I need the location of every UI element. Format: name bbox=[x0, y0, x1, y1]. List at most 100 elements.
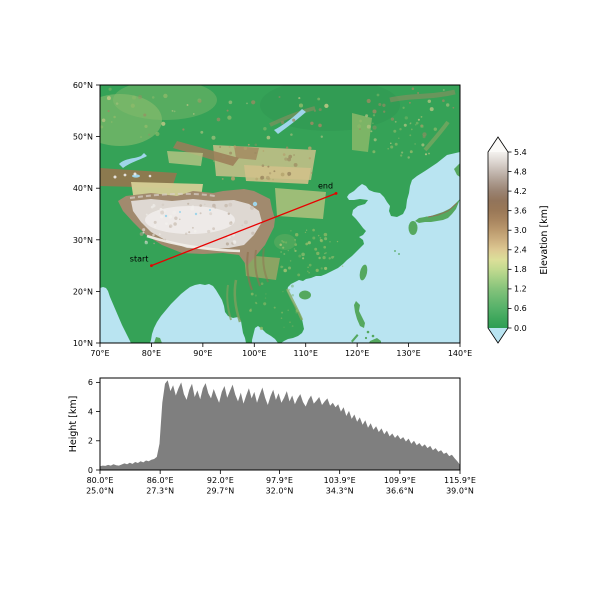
height-profile-plot bbox=[100, 380, 460, 470]
luzon-island bbox=[354, 301, 365, 328]
terrain-speckle bbox=[400, 154, 403, 157]
terrain-speckle bbox=[101, 118, 106, 123]
terrain-speckle bbox=[243, 220, 248, 225]
terrain-speckle bbox=[130, 103, 135, 108]
terrain-speckle bbox=[422, 132, 427, 137]
terrain-speckle bbox=[359, 128, 361, 130]
terrain-speckle bbox=[359, 119, 362, 123]
terrain-speckle bbox=[263, 127, 267, 131]
terrain-speckle bbox=[372, 122, 374, 125]
terrain-speckle bbox=[322, 255, 326, 260]
siberia-tint bbox=[113, 85, 217, 120]
profile-x-tick-label-lon: 115.9°E bbox=[444, 476, 476, 485]
japan-mountains bbox=[427, 202, 458, 218]
terrain-speckle bbox=[148, 133, 151, 136]
colorbar-label: Elevation [km] bbox=[539, 205, 550, 274]
terrain-speckle bbox=[421, 143, 425, 147]
plateau-lake bbox=[164, 214, 168, 218]
terrain-speckle bbox=[291, 293, 294, 297]
map-x-tick-label: 110°E bbox=[294, 349, 318, 358]
terrain-speckle bbox=[200, 130, 204, 134]
terrain-speckle bbox=[139, 232, 144, 236]
kunlun-range bbox=[129, 192, 216, 199]
shikoku-island bbox=[423, 216, 433, 222]
map-frame bbox=[99, 84, 461, 344]
profile-x-tick-label-lon: 80.0°E bbox=[87, 476, 114, 485]
terrain-speckle bbox=[254, 151, 257, 155]
terrain-speckle bbox=[281, 240, 283, 242]
terrain-speckle bbox=[307, 241, 311, 245]
terrain-speckle bbox=[188, 231, 191, 234]
terrain-speckle bbox=[273, 306, 276, 309]
kazakh-steppe bbox=[100, 94, 162, 146]
terrain-speckle bbox=[285, 241, 288, 244]
terrain-speckle bbox=[260, 282, 264, 286]
terrain-speckle bbox=[287, 309, 289, 312]
taiwan-island bbox=[359, 264, 368, 281]
terrain-speckle bbox=[250, 308, 252, 310]
terrain-speckle bbox=[163, 209, 167, 213]
terrain-speckle bbox=[197, 98, 202, 103]
terrain-speckle bbox=[402, 106, 405, 109]
terrain-speckle bbox=[138, 95, 143, 99]
snow-caps bbox=[113, 172, 152, 179]
lakes bbox=[119, 109, 306, 218]
terrain-speckle bbox=[199, 204, 203, 207]
plateau-lake bbox=[179, 211, 181, 213]
terrain-speckle bbox=[318, 123, 322, 128]
terrain-speckle bbox=[229, 221, 233, 226]
terrain-speckle bbox=[168, 215, 173, 219]
terrain-speckle bbox=[289, 260, 292, 262]
terrain-speckle bbox=[372, 109, 377, 114]
terrain-speckle bbox=[250, 292, 254, 296]
colorbar-tick-label: 1.2 bbox=[514, 285, 527, 294]
terrain-speckle bbox=[173, 110, 176, 113]
profile-x-tick-label-lat: 39.0°N bbox=[446, 487, 474, 496]
terrain-speckle bbox=[302, 257, 305, 260]
terrain-speckle bbox=[289, 289, 291, 291]
colorbar-tick-label: 0.6 bbox=[514, 304, 527, 313]
terrain-speckle bbox=[254, 143, 258, 147]
transect-overlay: start end bbox=[130, 181, 338, 267]
terrain-speckle bbox=[329, 241, 331, 243]
hokkaido-island bbox=[454, 163, 460, 177]
terrain-speckle bbox=[163, 93, 168, 99]
terrain-speckle bbox=[160, 215, 164, 219]
terrain-speckle bbox=[287, 290, 289, 293]
terrain-speckle bbox=[394, 120, 397, 123]
terrain-speckle bbox=[393, 129, 397, 133]
terrain-speckle bbox=[194, 230, 197, 233]
map-y-tick-label: 30°N bbox=[73, 236, 93, 245]
terrain-speckle bbox=[357, 124, 362, 129]
terrain-speckle bbox=[272, 178, 274, 181]
terrain-speckle bbox=[308, 272, 310, 274]
terrain-speckle bbox=[429, 107, 434, 112]
terrain-speckle bbox=[250, 205, 254, 210]
colorbar-tick-label: 0.0 bbox=[514, 324, 527, 333]
terrain-speckle bbox=[263, 302, 267, 306]
stanovoy-range bbox=[389, 89, 456, 103]
terrain-speckle bbox=[282, 153, 286, 156]
terrain-speckle bbox=[145, 213, 148, 216]
terrain-speckles bbox=[100, 87, 455, 330]
terrain-speckle bbox=[324, 252, 326, 255]
terrain-speckle bbox=[283, 253, 286, 255]
terrain-speckle bbox=[410, 128, 413, 131]
terrain-speckle bbox=[216, 117, 221, 122]
terrain-speckle bbox=[212, 227, 215, 231]
map-x-tick-label: 70°E bbox=[90, 349, 109, 358]
terrain-speckle bbox=[280, 317, 283, 319]
colorbar-gradient bbox=[488, 152, 508, 328]
terrain-speckle bbox=[319, 238, 323, 242]
terrain-speckle bbox=[307, 270, 309, 273]
terrain-speckle bbox=[293, 248, 296, 250]
transect-start-marker bbox=[150, 264, 153, 267]
terrain-speckle bbox=[294, 243, 298, 246]
terrain-speckle bbox=[169, 225, 172, 228]
terrain-speckle bbox=[255, 177, 259, 181]
terrain-speckle bbox=[211, 135, 216, 140]
terrain-speckle bbox=[403, 123, 407, 127]
terrain-speckle bbox=[373, 138, 377, 142]
terrain-speckle bbox=[186, 104, 189, 106]
terrain-speckle bbox=[318, 108, 322, 112]
